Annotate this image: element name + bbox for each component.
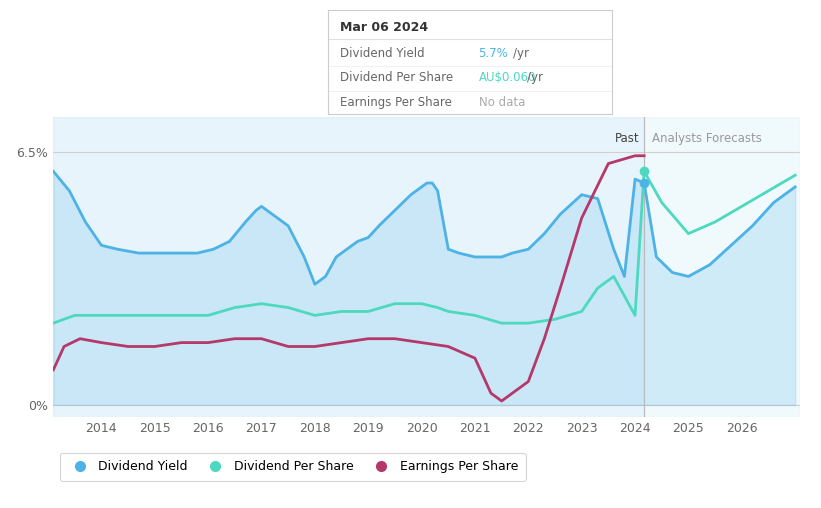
Text: Earnings Per Share: Earnings Per Share [340, 96, 452, 109]
Text: Dividend Per Share: Dividend Per Share [340, 71, 453, 83]
Text: 5.7%: 5.7% [479, 47, 508, 59]
Text: /yr: /yr [512, 47, 529, 59]
Text: /yr: /yr [527, 71, 543, 83]
Legend: Dividend Yield, Dividend Per Share, Earnings Per Share: Dividend Yield, Dividend Per Share, Earn… [60, 453, 526, 481]
Bar [644, 117, 800, 417]
Text: No data: No data [479, 96, 525, 109]
Text: Dividend Yield: Dividend Yield [340, 47, 424, 59]
Text: AU$0.060: AU$0.060 [479, 71, 536, 83]
Bar [53, 117, 644, 417]
Text: Past: Past [615, 132, 640, 145]
Text: Analysts Forecasts: Analysts Forecasts [652, 132, 762, 145]
Text: Mar 06 2024: Mar 06 2024 [340, 21, 428, 34]
